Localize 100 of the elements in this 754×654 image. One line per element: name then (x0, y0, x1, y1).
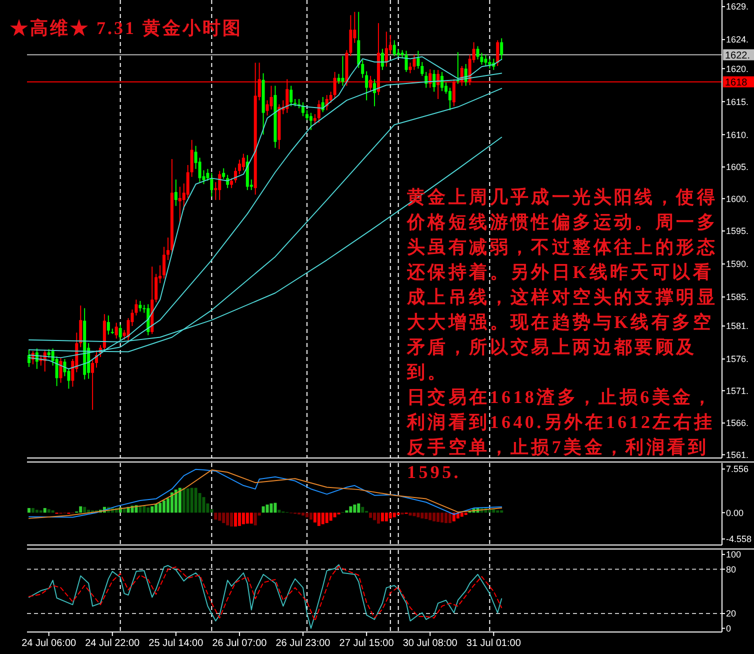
bar (302, 512, 305, 516)
candlestick (380, 48, 384, 70)
bar (460, 512, 464, 517)
bar (408, 512, 412, 516)
candlestick (174, 179, 178, 206)
candlestick (412, 54, 416, 70)
y-tick-label: 1566. (726, 418, 749, 428)
y-tick-label: 1624. (726, 34, 749, 45)
y-tick-label: 1585. (726, 292, 749, 302)
candlestick (337, 73, 340, 84)
bar (202, 497, 206, 513)
bar (250, 512, 253, 524)
y-tick-label: -4.558 (726, 534, 752, 544)
bar (420, 512, 424, 518)
bar (170, 492, 174, 513)
ref-line-label: 1618 (725, 77, 748, 88)
candlestick (392, 40, 396, 57)
y-tick-label: 80 (726, 564, 736, 574)
y-tick-label: 1600. (726, 194, 749, 204)
bar (214, 512, 218, 520)
bar (190, 488, 194, 513)
y-tick-label: 1561. (726, 450, 749, 460)
candlestick (59, 357, 62, 384)
bar (43, 508, 46, 513)
bar (222, 512, 226, 524)
bar (376, 512, 380, 524)
y-tick-label: 1605. (726, 162, 749, 172)
candlestick (230, 178, 234, 189)
bar (440, 512, 444, 522)
candlestick (302, 102, 305, 117)
bar (142, 506, 146, 513)
bar (416, 512, 420, 518)
candlestick (432, 69, 436, 92)
bar (146, 507, 150, 513)
bar (158, 502, 162, 513)
candlestick (242, 153, 245, 171)
candlestick (384, 31, 388, 68)
candlestick (488, 58, 492, 70)
bar (83, 506, 86, 513)
bar (436, 512, 440, 522)
candlestick (154, 273, 158, 303)
bar (492, 509, 496, 513)
bar (226, 512, 230, 526)
x-tick-label: 25 Jul 14:00 (148, 638, 204, 649)
bar (254, 512, 257, 526)
y-tick-label: 1590. (726, 259, 749, 270)
bar (373, 512, 376, 520)
y-tick-label: 1610. (726, 130, 749, 140)
candlestick (238, 159, 241, 175)
candlestick (341, 56, 344, 86)
bar (361, 506, 364, 513)
bar (162, 500, 166, 513)
bar (178, 488, 182, 513)
bar (412, 512, 416, 516)
bar (349, 506, 352, 513)
bar (448, 512, 452, 524)
bar (218, 512, 222, 521)
candlestick (138, 300, 142, 312)
ref-line-label: 1622. (725, 50, 750, 62)
candlestick (218, 170, 222, 200)
candlestick (226, 174, 230, 189)
candlestick (91, 360, 94, 410)
candlestick (178, 186, 182, 223)
bar (353, 504, 356, 513)
bar (274, 502, 277, 513)
candlestick (496, 40, 500, 66)
candlestick (365, 70, 368, 101)
bar (238, 512, 241, 526)
bar (194, 488, 198, 513)
bar (186, 488, 190, 513)
candlestick (484, 54, 488, 66)
bar (305, 512, 308, 518)
bar (392, 512, 396, 518)
candlestick (162, 246, 166, 279)
candlestick (290, 85, 293, 107)
candlestick (106, 314, 110, 336)
candlestick (349, 14, 352, 57)
x-tick-label: 26 Jul 07:00 (212, 638, 268, 649)
candlestick (166, 237, 170, 261)
bar (79, 506, 82, 513)
candlestick (134, 299, 138, 316)
x-tick-label: 24 Jul 06:00 (22, 638, 77, 649)
bar (154, 504, 158, 513)
x-tick-label: 26 Jul 23:00 (276, 638, 331, 649)
x-tick-label: 24 Jul 22:00 (85, 638, 140, 649)
candlestick (114, 322, 118, 340)
bar (317, 512, 320, 526)
bar (424, 512, 428, 520)
y-tick-label: 1620. (726, 64, 749, 74)
y-tick-label: 0 (726, 623, 732, 634)
candlestick (317, 100, 320, 124)
bar (31, 508, 34, 513)
bar (380, 512, 384, 522)
bar (234, 512, 237, 527)
text: ★高维★ 7.31 黄金小时图 (10, 18, 242, 38)
bar (174, 490, 178, 513)
bar (321, 512, 324, 524)
bar (388, 512, 392, 518)
y-tick-label: 100 (726, 550, 742, 560)
y-tick-label: 1571. (726, 386, 749, 396)
